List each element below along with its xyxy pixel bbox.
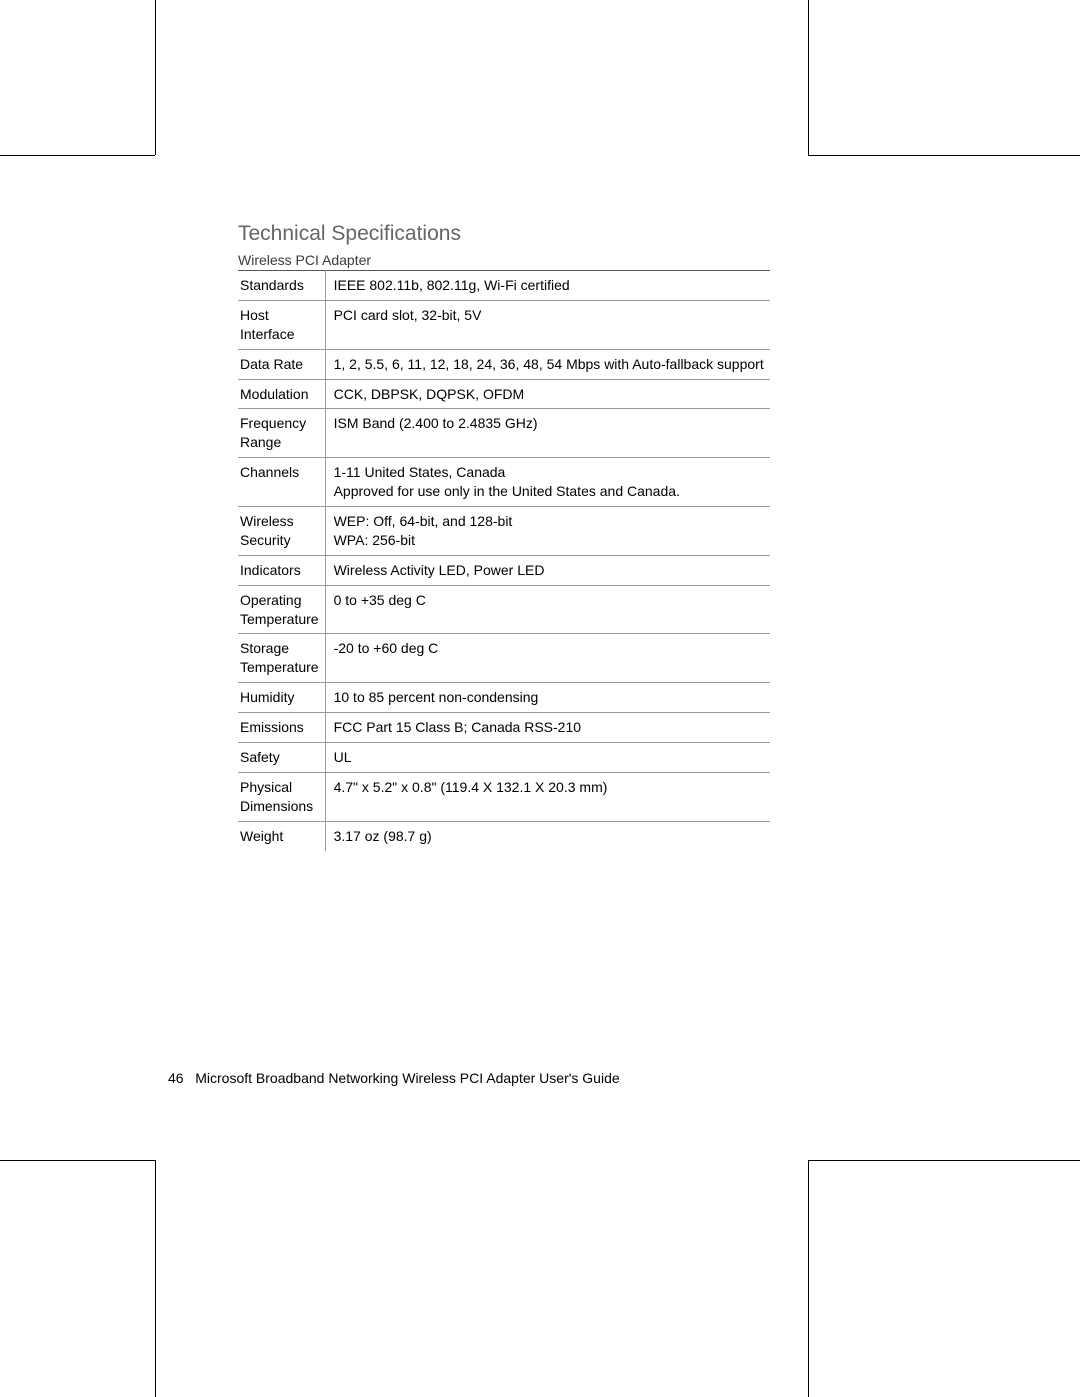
spec-value: 4.7" x 5.2" x 0.8" (119.4 X 132.1 X 20.3… bbox=[325, 772, 770, 821]
page-subtitle: Wireless PCI Adapter bbox=[238, 252, 798, 268]
crop-mark bbox=[155, 1160, 156, 1397]
spec-value: Wireless Activity LED, Power LED bbox=[325, 555, 770, 585]
crop-mark bbox=[808, 155, 1080, 156]
spec-value: IEEE 802.11b, 802.11g, Wi-Fi certified bbox=[325, 271, 770, 301]
spec-value: 1, 2, 5.5, 6, 11, 12, 18, 24, 36, 48, 54… bbox=[325, 349, 770, 379]
spec-label: Storage Temperature bbox=[238, 634, 325, 683]
crop-mark bbox=[0, 1160, 155, 1161]
spec-label: Wireless Security bbox=[238, 507, 325, 556]
spec-label: Modulation bbox=[238, 379, 325, 409]
table-row: Storage Temperature-20 to +60 deg C bbox=[238, 634, 770, 683]
table-row: IndicatorsWireless Activity LED, Power L… bbox=[238, 555, 770, 585]
table-row: ModulationCCK, DBPSK, DQPSK, OFDM bbox=[238, 379, 770, 409]
spec-label: Indicators bbox=[238, 555, 325, 585]
table-row: SafetyUL bbox=[238, 743, 770, 773]
spec-value: UL bbox=[325, 743, 770, 773]
spec-value: 3.17 oz (98.7 g) bbox=[325, 821, 770, 850]
crop-mark bbox=[808, 1160, 809, 1397]
table-row: Frequency RangeISM Band (2.400 to 2.4835… bbox=[238, 409, 770, 458]
spec-value: 0 to +35 deg C bbox=[325, 585, 770, 634]
crop-mark bbox=[155, 0, 156, 155]
spec-tbody: StandardsIEEE 802.11b, 802.11g, Wi-Fi ce… bbox=[238, 271, 770, 851]
specifications-table: StandardsIEEE 802.11b, 802.11g, Wi-Fi ce… bbox=[238, 270, 770, 851]
spec-value: 10 to 85 percent non-condensing bbox=[325, 683, 770, 713]
spec-label: Operating Temperature bbox=[238, 585, 325, 634]
spec-label: Humidity bbox=[238, 683, 325, 713]
spec-label: Weight bbox=[238, 821, 325, 850]
table-row: Wireless SecurityWEP: Off, 64-bit, and 1… bbox=[238, 507, 770, 556]
spec-label: Standards bbox=[238, 271, 325, 301]
table-row: Host InterfacePCI card slot, 32-bit, 5V bbox=[238, 300, 770, 349]
crop-mark bbox=[808, 1160, 1080, 1161]
spec-value: ISM Band (2.400 to 2.4835 GHz) bbox=[325, 409, 770, 458]
spec-value: CCK, DBPSK, DQPSK, OFDM bbox=[325, 379, 770, 409]
table-row: Physical Dimensions4.7" x 5.2" x 0.8" (1… bbox=[238, 772, 770, 821]
crop-mark bbox=[0, 155, 155, 156]
spec-label: Safety bbox=[238, 743, 325, 773]
table-row: Data Rate1, 2, 5.5, 6, 11, 12, 18, 24, 3… bbox=[238, 349, 770, 379]
table-row: EmissionsFCC Part 15 Class B; Canada RSS… bbox=[238, 713, 770, 743]
spec-label: Frequency Range bbox=[238, 409, 325, 458]
table-row: Humidity10 to 85 percent non-condensing bbox=[238, 683, 770, 713]
table-row: Channels1-11 United States, CanadaApprov… bbox=[238, 458, 770, 507]
spec-label: Channels bbox=[238, 458, 325, 507]
spec-label: Host Interface bbox=[238, 300, 325, 349]
table-row: Weight3.17 oz (98.7 g) bbox=[238, 821, 770, 850]
page-title: Technical Specifications bbox=[238, 222, 798, 246]
spec-value: 1-11 United States, CanadaApproved for u… bbox=[325, 458, 770, 507]
crop-mark bbox=[808, 0, 809, 155]
spec-label: Physical Dimensions bbox=[238, 772, 325, 821]
footer-text: Microsoft Broadband Networking Wireless … bbox=[195, 1070, 619, 1086]
spec-value: -20 to +60 deg C bbox=[325, 634, 770, 683]
spec-value: PCI card slot, 32-bit, 5V bbox=[325, 300, 770, 349]
table-row: Operating Temperature0 to +35 deg C bbox=[238, 585, 770, 634]
spec-value: FCC Part 15 Class B; Canada RSS-210 bbox=[325, 713, 770, 743]
table-row: StandardsIEEE 802.11b, 802.11g, Wi-Fi ce… bbox=[238, 271, 770, 301]
spec-value: WEP: Off, 64-bit, and 128-bitWPA: 256-bi… bbox=[325, 507, 770, 556]
page-content: Technical Specifications Wireless PCI Ad… bbox=[238, 222, 798, 851]
page-number: 46 bbox=[168, 1070, 184, 1086]
page-footer: 46 Microsoft Broadband Networking Wirele… bbox=[168, 1070, 620, 1086]
spec-label: Emissions bbox=[238, 713, 325, 743]
spec-label: Data Rate bbox=[238, 349, 325, 379]
